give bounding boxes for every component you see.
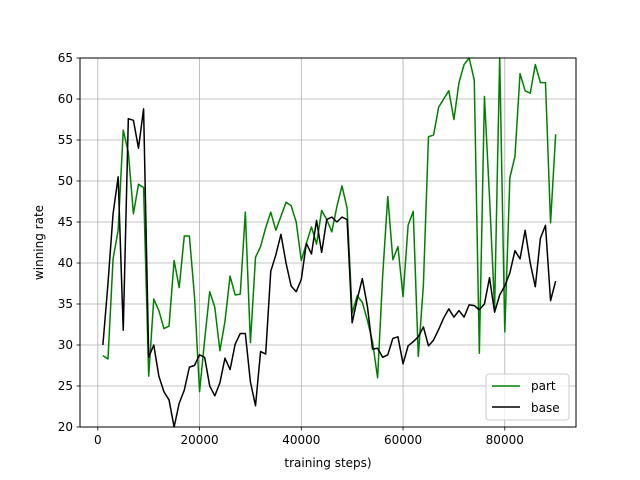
y-tick-label: 40 xyxy=(58,256,73,270)
y-tick-label: 30 xyxy=(58,338,73,352)
legend-label-base: base xyxy=(531,401,560,415)
y-tick-label: 45 xyxy=(58,215,73,229)
y-tick-label: 55 xyxy=(58,133,73,147)
x-axis-label: training steps) xyxy=(284,456,371,470)
legend: part base xyxy=(486,374,569,420)
x-tick-label: 20000 xyxy=(180,433,218,447)
y-tick-label: 35 xyxy=(58,297,73,311)
y-tick-label: 60 xyxy=(58,92,73,106)
x-tick-label: 80000 xyxy=(486,433,524,447)
x-tick-label: 40000 xyxy=(282,433,320,447)
y-tick-label: 25 xyxy=(58,379,73,393)
y-tick-label: 65 xyxy=(58,51,73,65)
legend-label-part: part xyxy=(531,379,556,393)
y-tick-label: 50 xyxy=(58,174,73,188)
x-tick-label: 60000 xyxy=(384,433,422,447)
y-tick-label: 20 xyxy=(58,420,73,434)
y-axis-label: winning rate xyxy=(32,205,46,280)
x-tick-label: 0 xyxy=(94,433,102,447)
